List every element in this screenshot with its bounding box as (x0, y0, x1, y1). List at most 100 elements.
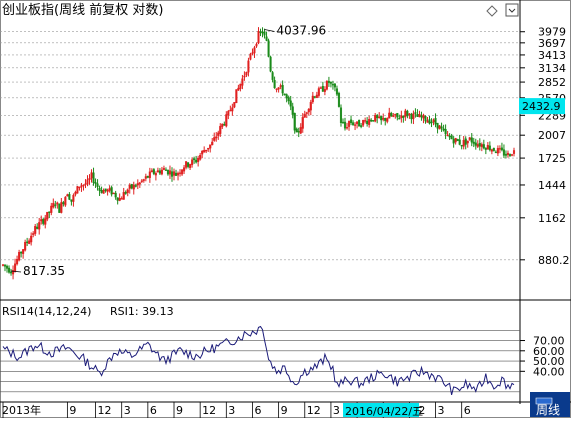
time-tick-label: 9 (176, 404, 183, 417)
period-button-bg[interactable] (530, 392, 570, 417)
candle (418, 110, 421, 118)
candle (488, 141, 491, 152)
candle (271, 70, 274, 83)
time-tick-label: 9 (281, 404, 288, 417)
time-tick-label: 12 (98, 404, 112, 417)
candle (118, 193, 121, 202)
candle (136, 179, 139, 190)
candle (396, 112, 399, 121)
candle (7, 265, 11, 274)
candle (68, 192, 71, 201)
time-tick-label: 3 (124, 404, 131, 417)
period-button[interactable]: 周线 (530, 392, 570, 417)
candle (257, 27, 260, 45)
candle (484, 147, 487, 155)
candle (150, 168, 153, 173)
candle (279, 83, 282, 90)
candle (241, 74, 244, 90)
candle (482, 139, 485, 150)
candle (327, 76, 330, 87)
candle (506, 150, 510, 158)
candle (462, 135, 465, 150)
candle (442, 124, 445, 132)
time-tick-label: 12 (202, 404, 216, 417)
candle (430, 118, 433, 128)
candle (64, 196, 67, 207)
candle (303, 110, 306, 118)
crosshair-date-box (343, 403, 420, 417)
candle (472, 137, 475, 148)
candle (440, 122, 443, 132)
candle (209, 144, 212, 153)
candle (470, 133, 473, 147)
candle (299, 123, 302, 135)
candle (352, 120, 355, 126)
price-tick-label: 1725 (538, 152, 566, 165)
candle (394, 113, 397, 119)
rsi-value-label: RSI1: 39.13 (110, 305, 174, 318)
candle (446, 130, 449, 137)
candle (337, 91, 341, 108)
candle (52, 198, 55, 209)
candle (378, 112, 381, 119)
period-button-label[interactable]: 周线 (536, 403, 560, 417)
candle (176, 171, 180, 181)
candle (392, 113, 395, 118)
candle (370, 118, 373, 123)
candlestick-series (1, 27, 516, 280)
candle (110, 185, 113, 197)
annotation-leader (11, 270, 22, 273)
candle (106, 188, 109, 196)
candle (265, 31, 268, 42)
candle (148, 167, 151, 183)
price-tick-label: 1444 (538, 179, 566, 192)
rsi-tick-label: 60.00 (533, 345, 565, 358)
candle (56, 201, 59, 209)
candle (476, 140, 479, 149)
candle (178, 169, 182, 177)
candle (374, 113, 377, 123)
candle (362, 119, 365, 128)
time-tick-label: 2013年 (2, 403, 41, 417)
candle (12, 265, 15, 280)
candle (382, 113, 385, 122)
candle (416, 109, 419, 117)
candle (199, 152, 202, 161)
rsi-tick-label: 40.00 (533, 365, 565, 378)
candle (454, 137, 457, 145)
candle (96, 179, 99, 191)
price-annotations: 4037.96 817.35 (11, 24, 326, 278)
candle (402, 115, 405, 123)
candle (195, 155, 198, 164)
time-tick-label: 9 (69, 404, 76, 417)
annotation-leader (264, 29, 275, 32)
current-price-marker: 2432.9 (519, 98, 565, 115)
scroll-bar-icon[interactable] (505, 3, 519, 17)
candle (343, 117, 347, 131)
candle (239, 83, 242, 92)
candle (24, 239, 27, 252)
candle (404, 108, 407, 121)
diamond-icon[interactable] (486, 5, 498, 17)
time-tick-label: 6 (254, 404, 261, 417)
candle (197, 155, 200, 167)
candle (142, 178, 145, 183)
candle (309, 99, 312, 116)
price-tick-label: 2007 (538, 129, 566, 142)
candle (140, 179, 143, 184)
candle (438, 125, 441, 130)
candle (408, 113, 411, 119)
time-tick-label: 6 (464, 404, 471, 417)
crosshair-date-label: 2016/04/22/五 (345, 405, 423, 418)
candle (311, 91, 314, 104)
candle (291, 102, 294, 119)
candle (426, 117, 429, 123)
candle (460, 144, 463, 150)
rsi-series (2, 325, 515, 396)
candle (38, 217, 41, 235)
rsi-tick-label: 70.00 (533, 335, 565, 348)
candle (388, 107, 391, 119)
candle (120, 196, 123, 200)
